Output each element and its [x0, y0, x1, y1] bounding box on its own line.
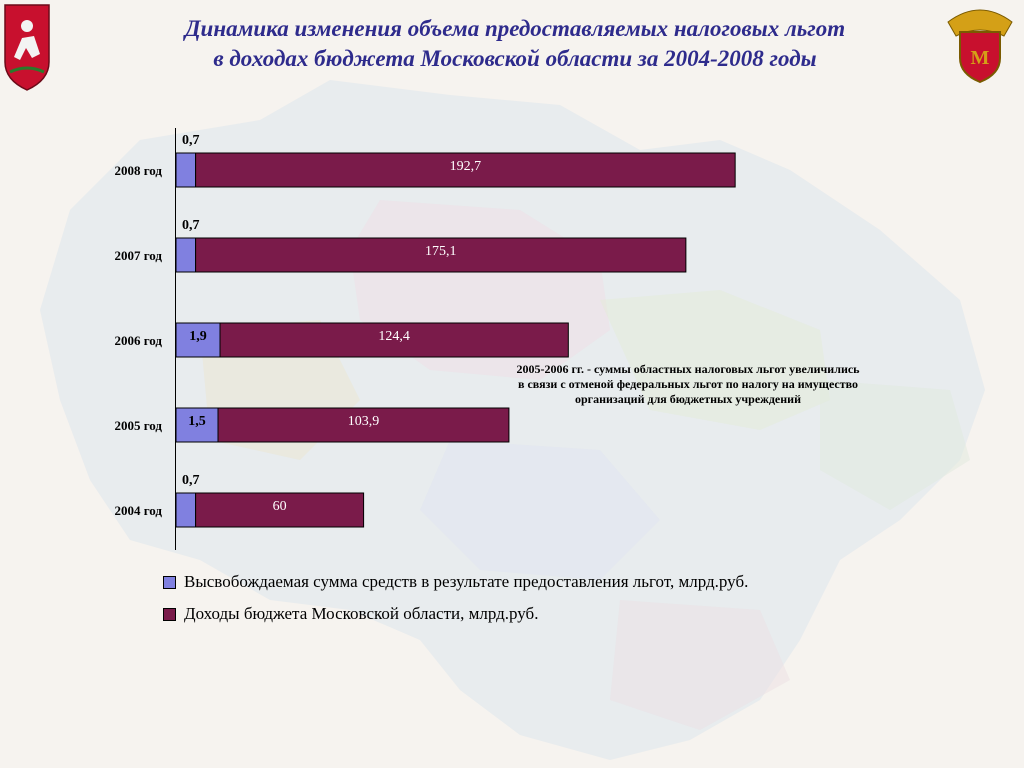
bar-budget [217, 407, 510, 443]
legend-swatch-budget [163, 607, 176, 621]
annotation-line-3: организаций для бюджетных учреждений [574, 392, 802, 406]
svg-text:M: M [971, 47, 990, 69]
data-label-budget: 103,9 [348, 414, 380, 429]
legend-label-budget: Доходы бюджета Московской области, млрд.… [184, 604, 539, 623]
data-label-budget: 60 [273, 499, 287, 514]
bar-released [175, 492, 197, 528]
bar-budget [195, 492, 365, 528]
data-label-released: 1,5 [188, 414, 206, 429]
category-label: 2007 год [114, 248, 162, 263]
data-label-released: 0,7 [182, 218, 200, 233]
data-label-released: 0,7 [182, 473, 200, 488]
annotation-line-2: в связи с отменой федеральных льгот по н… [517, 377, 859, 391]
data-label-budget: 124,4 [378, 329, 410, 344]
bar-budget [195, 152, 736, 188]
legend-swatch-released [163, 575, 176, 589]
category-label: 2004 год [114, 503, 162, 518]
chart-title-line-2: в доходах бюджета Московской области за … [213, 46, 817, 71]
annotation-note: 2005-2006 гг. - суммы областных налоговы… [478, 362, 898, 407]
data-label-released: 1,9 [189, 329, 207, 344]
data-label-budget: 175,1 [425, 244, 457, 259]
bar-released [175, 152, 197, 188]
moscow-region-coat-of-arms-icon [4, 4, 50, 91]
bar-budget [219, 322, 569, 358]
chart-title-line-1: Динамика изменения объема предоставляемы… [184, 16, 846, 41]
legend-item-released: Высвобождаемая сумма средств в результат… [163, 572, 748, 592]
category-label: 2005 год [114, 418, 162, 433]
bar-budget [195, 237, 687, 273]
bar-released [175, 322, 221, 358]
category-label: 2006 год [114, 333, 162, 348]
category-label: 2008 год [114, 163, 162, 178]
eagle-emblem-icon: M [947, 9, 1013, 84]
annotation-line-1: 2005-2006 гг. - суммы областных налоговы… [516, 362, 860, 376]
legend-item-budget: Доходы бюджета Московской области, млрд.… [163, 604, 538, 624]
bar-released [175, 237, 197, 273]
legend-label-released: Высвобождаемая сумма средств в результат… [184, 572, 749, 591]
data-label-budget: 192,7 [450, 159, 482, 174]
data-label-released: 0,7 [182, 133, 200, 148]
